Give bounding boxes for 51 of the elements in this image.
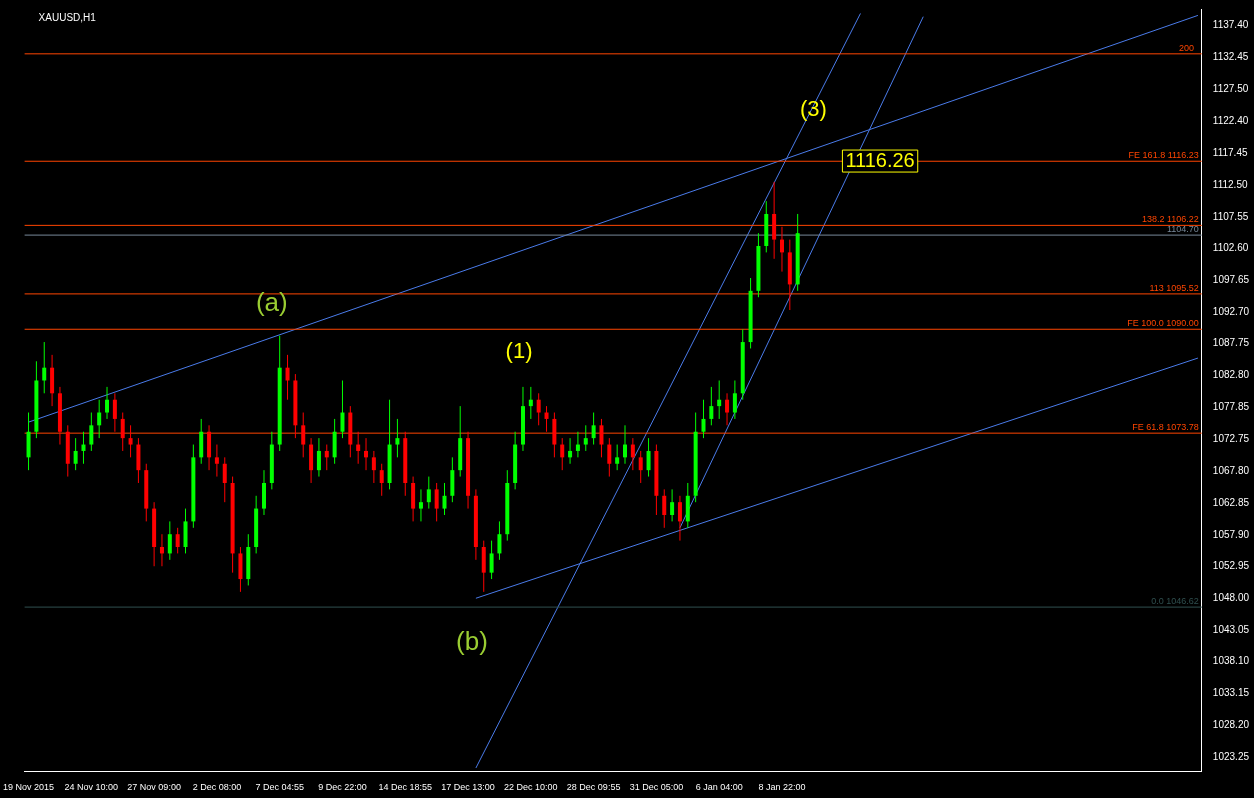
y-tick-label: 1087.75 xyxy=(1212,337,1250,349)
y-tick-label: 1067.80 xyxy=(1212,465,1250,477)
ref-line-label: 113 1095.52 xyxy=(1149,282,1199,293)
ref-line-label: 138.2 1106.22 xyxy=(1141,214,1199,225)
ref-line-label: 0.0 1046.62 xyxy=(1151,596,1199,607)
annotation: (3) xyxy=(799,95,827,121)
ref-line-label: 1104.70 xyxy=(1166,224,1199,235)
x-tick-label: 27 Nov 09:00 xyxy=(127,782,181,793)
y-tick-label: 1107.55 xyxy=(1212,210,1249,222)
y-tick-label: 1028.20 xyxy=(1212,718,1250,730)
y-tick-label: 1057.90 xyxy=(1212,528,1250,540)
y-tick-label: 1092.70 xyxy=(1212,305,1250,317)
y-tick-label: 1132.45 xyxy=(1212,51,1249,63)
x-tick-label: 17 Dec 13:00 xyxy=(441,782,495,793)
x-tick-label: 24 Nov 10:00 xyxy=(64,782,119,793)
y-tick-label: 1048.00 xyxy=(1212,592,1250,604)
y-tick-label: 1043.05 xyxy=(1212,623,1250,635)
annotation: 200 xyxy=(1178,42,1194,53)
x-tick-label: 28 Dec 09:55 xyxy=(566,782,621,793)
x-tick-label: 9 Dec 22:00 xyxy=(318,782,367,793)
x-tick-label: 19 Nov 2015 xyxy=(3,782,55,793)
y-tick-label: 1052.95 xyxy=(1212,560,1250,572)
annotation: (1) xyxy=(505,338,533,364)
y-tick-label: 1127.50 xyxy=(1212,82,1249,94)
x-tick-label: 31 Dec 05:00 xyxy=(629,782,684,793)
y-tick-label: 1062.85 xyxy=(1212,496,1250,508)
y-tick-label: 1038.10 xyxy=(1212,655,1250,667)
chart-title: XAUUSD,H1 xyxy=(38,11,97,23)
x-tick-label: 22 Dec 10:00 xyxy=(504,782,558,793)
y-tick-label: 1072.75 xyxy=(1212,433,1250,445)
y-tick-label: 1023.25 xyxy=(1212,750,1250,762)
y-tick-label: 1082.80 xyxy=(1212,369,1250,381)
x-tick-label: 14 Dec 18:55 xyxy=(378,782,433,793)
y-tick-label: 1137.40 xyxy=(1212,19,1249,31)
y-tick-label: 1117.45 xyxy=(1212,147,1248,159)
x-tick-label: 2 Dec 08:00 xyxy=(192,782,242,793)
annotation: (a) xyxy=(255,286,288,317)
annotation: (b) xyxy=(456,626,488,657)
y-tick-label: 1102.60 xyxy=(1212,242,1249,254)
x-tick-label: 7 Dec 04:55 xyxy=(255,782,304,793)
x-tick-label: 6 Jan 04:00 xyxy=(695,782,743,793)
ref-line-label: FE 61.8 1073.78 xyxy=(1132,422,1199,433)
x-tick-label: 8 Jan 22:00 xyxy=(758,782,806,793)
y-tick-label: 1097.65 xyxy=(1212,274,1250,285)
ref-line-label: FE 100.0 1090.00 xyxy=(1127,318,1199,329)
y-tick-label: 1122.40 xyxy=(1212,115,1249,127)
annotation: 1116.26 xyxy=(845,148,915,171)
y-tick-label: 1077.85 xyxy=(1212,400,1250,412)
ref-line-label: FE 161.8 1116.23 xyxy=(1128,150,1199,161)
y-tick-label: 1033.15 xyxy=(1212,687,1250,699)
y-tick-label: 1112.50 xyxy=(1212,178,1248,190)
